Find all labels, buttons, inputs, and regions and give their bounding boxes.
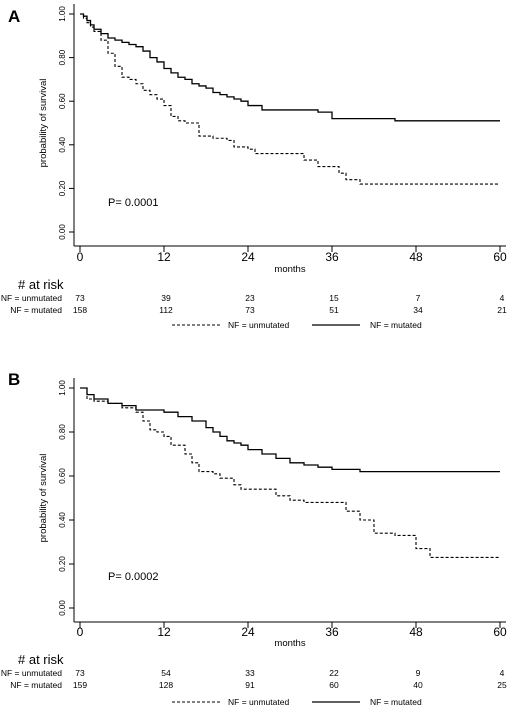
risk-value: 51 xyxy=(329,305,339,315)
legend-label-mutated: NF = mutated xyxy=(370,697,422,707)
risk-value: 33 xyxy=(245,668,255,678)
risk-value: 25 xyxy=(497,680,507,690)
risk-value: 34 xyxy=(413,305,423,315)
x-tick-label: 48 xyxy=(409,250,423,264)
series-line-mutated xyxy=(80,387,500,473)
risk-value: 112 xyxy=(159,305,173,315)
x-tick-label: 0 xyxy=(77,250,84,264)
y-axis-label: probability of survival xyxy=(38,454,49,543)
risk-row-label: NF = mutated xyxy=(10,680,62,690)
y-tick-label: 0.20 xyxy=(58,556,67,572)
risk-row-label: NF = mutated xyxy=(10,305,62,315)
risk-value: 128 xyxy=(159,680,173,690)
x-tick-label: 48 xyxy=(409,625,423,639)
y-tick-label: 0.80 xyxy=(58,49,67,65)
panel-b: B 0.00 0.20 0.40 0.60 0.80 1.00 probability of … xyxy=(1,370,507,707)
y-axis-label: probability of survival xyxy=(38,79,49,168)
y-tick-label: 0.00 xyxy=(58,600,67,616)
x-axis-label: months xyxy=(274,264,305,275)
risk-value: 9 xyxy=(416,668,421,678)
y-tick-label: 0.80 xyxy=(58,424,67,440)
risk-value: 40 xyxy=(413,680,423,690)
legend-label-unmutated: NF = unmutated xyxy=(228,320,289,330)
y-tick-label: 0.40 xyxy=(58,136,67,152)
series-line-mutated xyxy=(80,13,500,122)
y-tick-label: 0.20 xyxy=(58,180,67,196)
risk-value: 15 xyxy=(329,293,339,303)
series-line-unmutated xyxy=(80,387,500,558)
risk-table-title: # at risk xyxy=(18,277,64,292)
x-tick-label: 60 xyxy=(493,250,507,264)
risk-value: 73 xyxy=(75,668,85,678)
y-tick-label: 0.00 xyxy=(58,224,67,240)
risk-value: 4 xyxy=(500,293,505,303)
legend-label-unmutated: NF = unmutated xyxy=(228,697,289,707)
panel-a: A 0.00 0.20 0.40 0.60 0.80 1.00 probability of … xyxy=(1,4,507,330)
risk-value: 21 xyxy=(497,305,507,315)
x-tick-label: 12 xyxy=(157,250,171,264)
risk-value: 158 xyxy=(73,305,87,315)
risk-value: 60 xyxy=(329,680,339,690)
risk-value: 22 xyxy=(329,668,339,678)
panel-letter: A xyxy=(8,7,20,26)
risk-value: 73 xyxy=(245,305,255,315)
y-tick-label: 0.60 xyxy=(58,468,67,484)
y-tick-label: 1.00 xyxy=(58,6,67,22)
legend-label-mutated: NF = mutated xyxy=(370,320,422,330)
x-tick-label: 60 xyxy=(493,625,507,639)
risk-value: 91 xyxy=(245,680,255,690)
p-value-annotation: P= 0.0002 xyxy=(108,571,158,583)
x-axis-label: months xyxy=(274,638,305,649)
risk-value: 4 xyxy=(500,668,505,678)
x-tick-label: 36 xyxy=(325,625,339,639)
risk-value: 73 xyxy=(75,293,85,303)
risk-row-label: NF = unmutated xyxy=(1,668,62,678)
series-line-unmutated xyxy=(80,13,500,185)
y-tick-label: 1.00 xyxy=(58,380,67,396)
risk-value: 23 xyxy=(245,293,255,303)
risk-table-title: # at risk xyxy=(18,652,64,667)
x-tick-label: 24 xyxy=(241,625,255,639)
risk-row-label: NF = unmutated xyxy=(1,293,62,303)
risk-value: 159 xyxy=(73,680,87,690)
risk-value: 39 xyxy=(161,293,171,303)
x-tick-label: 0 xyxy=(77,625,84,639)
p-value-annotation: P= 0.0001 xyxy=(108,197,158,209)
y-tick-label: 0.40 xyxy=(58,512,67,528)
x-tick-label: 12 xyxy=(157,625,171,639)
panel-letter: B xyxy=(8,370,20,389)
risk-value: 54 xyxy=(161,668,171,678)
risk-value: 7 xyxy=(416,293,421,303)
x-tick-label: 24 xyxy=(241,250,255,264)
y-tick-label: 0.60 xyxy=(58,93,67,109)
x-tick-label: 36 xyxy=(325,250,339,264)
